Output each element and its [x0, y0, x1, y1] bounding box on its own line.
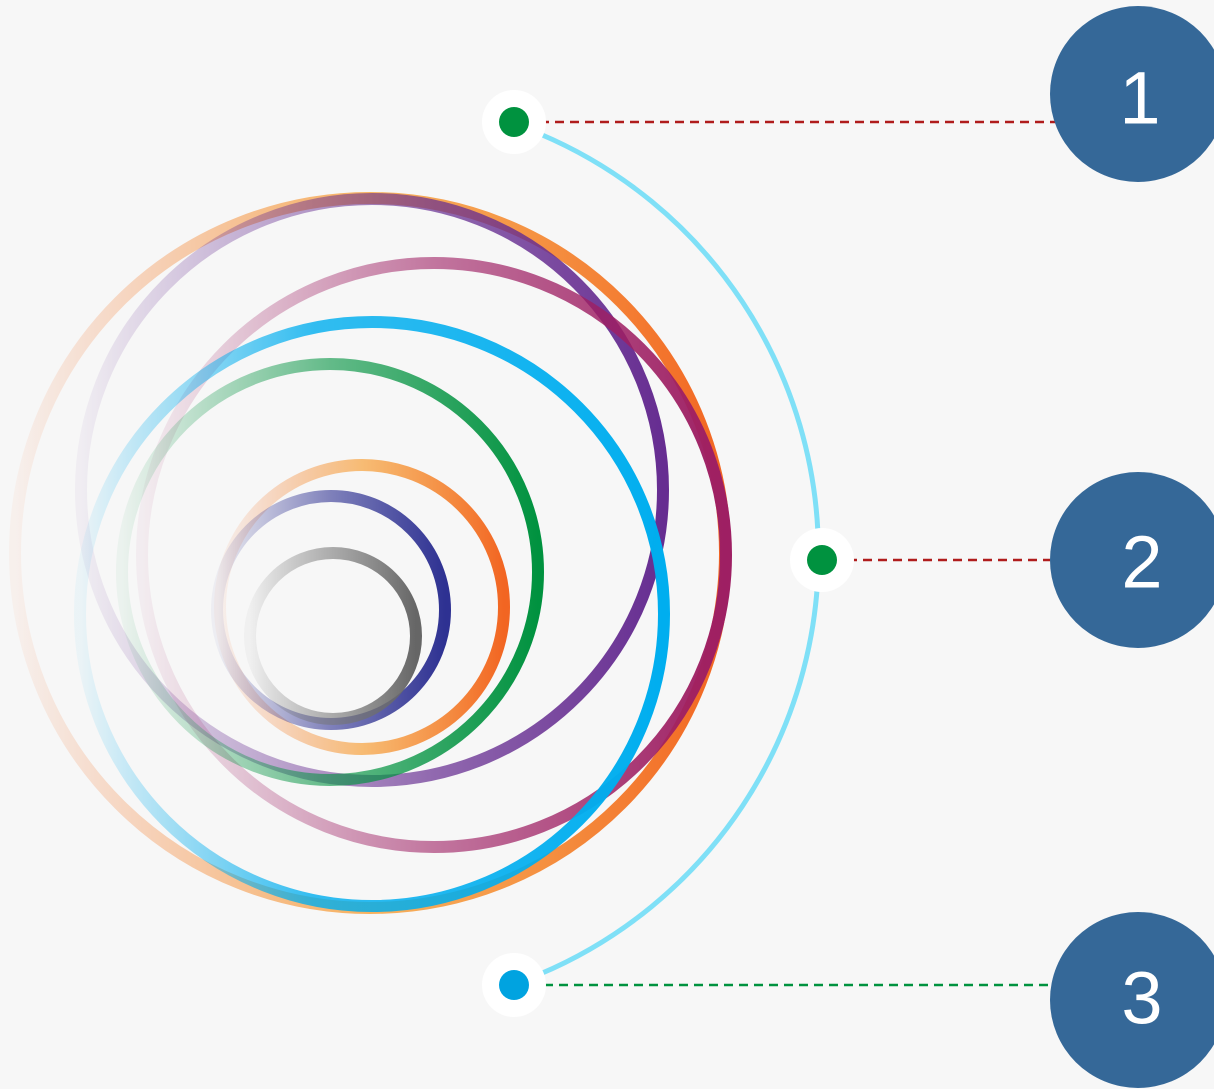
ring [136, 257, 732, 853]
badge [1050, 6, 1214, 182]
markers [482, 90, 854, 1017]
step-number: 3 [1121, 957, 1162, 1040]
ring [74, 316, 670, 912]
step-number: 1 [1119, 57, 1160, 140]
badge [1050, 912, 1214, 1088]
marker-dot [499, 970, 529, 1000]
step-badges: 1 2 3 [1050, 6, 1214, 1088]
connectors [514, 120, 1056, 987]
rings [9, 192, 732, 914]
marker-dot [807, 545, 837, 575]
step-number: 2 [1121, 521, 1162, 604]
ring [244, 547, 422, 725]
ring [116, 358, 544, 786]
badge [1050, 472, 1214, 648]
marker-dot [499, 107, 529, 137]
